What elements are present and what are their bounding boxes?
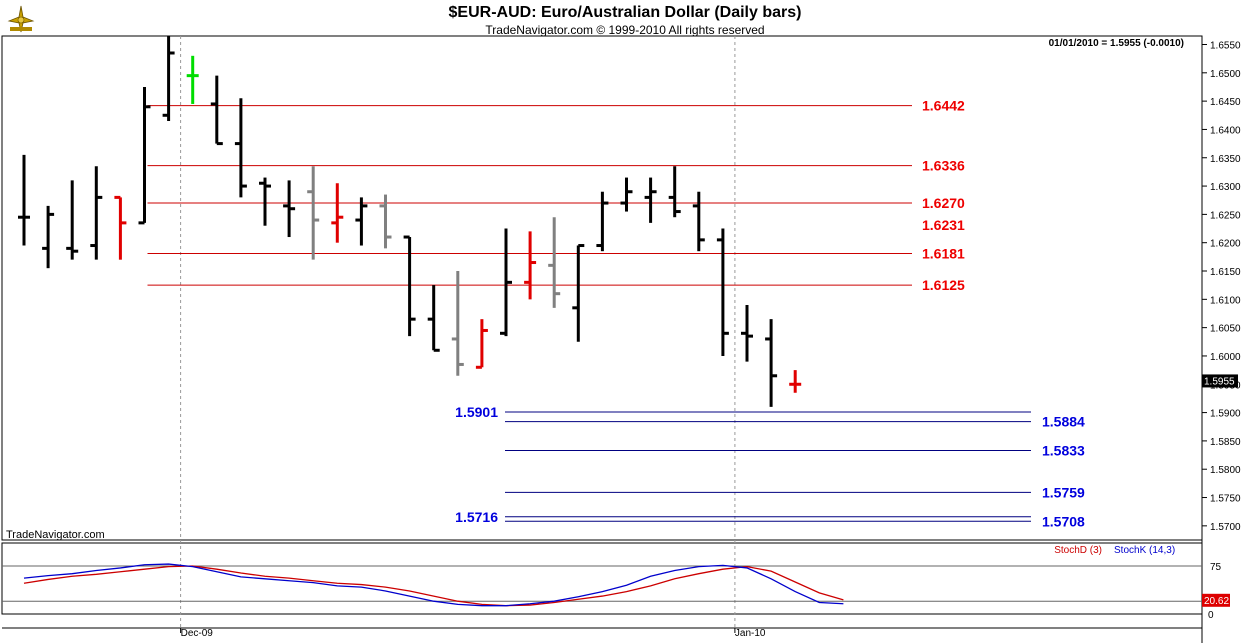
legend-stochD: StochD (3) xyxy=(1054,545,1102,556)
stoch-zero-label: 0 xyxy=(1208,610,1214,621)
y-tick-label: 1.6400 xyxy=(1210,125,1241,136)
ohlc-bar xyxy=(500,228,512,337)
ohlc-bar xyxy=(765,319,778,407)
ohlc-bar xyxy=(403,235,416,337)
y-tick-label: 1.5900 xyxy=(1210,409,1241,420)
resistance-label: 1.6336 xyxy=(922,158,965,174)
y-tick-label: 1.6000 xyxy=(1210,352,1241,363)
support-label: 1.5901 xyxy=(455,404,498,420)
price-readout: 01/01/2010 = 1.5955 (-0.0010) xyxy=(1048,38,1184,49)
last-price-badge xyxy=(1202,374,1238,388)
y-tick-label: 1.5850 xyxy=(1210,437,1241,448)
y-tick-label: 1.6350 xyxy=(1210,154,1241,165)
x-tick-label: Jan-10 xyxy=(735,628,766,639)
y-tick-label: 1.6200 xyxy=(1210,239,1241,250)
y-tick-label: 1.6450 xyxy=(1210,97,1241,108)
ohlc-bar xyxy=(66,180,79,260)
legend-stochK: StochK (14,3) xyxy=(1114,545,1175,556)
ohlc-bar xyxy=(741,304,753,362)
ohlc-bar xyxy=(331,183,344,243)
chart-subtitle: TradeNavigator.com © 1999-2010 All right… xyxy=(485,23,765,37)
y-tick-label: 1.5700 xyxy=(1210,522,1241,533)
y-tick-label: 1.5800 xyxy=(1210,465,1241,476)
stoch-series-line xyxy=(23,563,844,607)
ohlc-bar xyxy=(427,285,440,352)
support-label: 1.5833 xyxy=(1042,443,1085,459)
resistance-label: 1.6270 xyxy=(922,195,965,211)
ohlc-bar xyxy=(162,36,175,121)
ohlc-bar xyxy=(548,217,561,308)
ohlc-bar xyxy=(620,177,633,212)
y-tick-label: 1.6500 xyxy=(1210,69,1241,80)
stoch-last-badge xyxy=(1202,593,1230,607)
ohlc-bar xyxy=(42,205,55,269)
ohlc-bar xyxy=(596,191,609,252)
ohlc-bar xyxy=(789,370,802,393)
trade-navigator-logo-icon xyxy=(5,3,37,35)
y-tick-label: 1.6550 xyxy=(1210,40,1241,51)
y-tick-label: 1.5750 xyxy=(1210,494,1241,505)
support-label: 1.5884 xyxy=(1042,414,1085,430)
watermark-text: TradeNavigator.com xyxy=(6,529,105,541)
ohlc-bar xyxy=(451,271,464,376)
ohlc-bar xyxy=(283,180,296,238)
support-label: 1.5759 xyxy=(1042,484,1085,500)
ohlc-bar xyxy=(355,197,368,246)
x-tick-label: Dec-09 xyxy=(181,628,214,639)
stoch-series-line xyxy=(23,565,844,607)
ohlc-bar xyxy=(186,55,199,104)
y-tick-label: 1.6100 xyxy=(1210,295,1241,306)
price-panel-frame xyxy=(1,35,1203,541)
ohlc-bar xyxy=(668,166,681,218)
ohlc-bar xyxy=(644,177,657,223)
ohlc-bar xyxy=(692,191,705,252)
resistance-label: 1.6231 xyxy=(922,217,965,233)
resistance-label: 1.6181 xyxy=(922,245,965,261)
ohlc-bar xyxy=(114,195,127,260)
resistance-label: 1.6442 xyxy=(922,98,965,114)
support-label: 1.5716 xyxy=(455,509,498,525)
ohlc-bar xyxy=(90,166,103,260)
ohlc-bar xyxy=(572,244,585,342)
stoch-last-label: 20.62 xyxy=(1204,596,1229,607)
ohlc-bar xyxy=(716,228,729,356)
ohlc-bar xyxy=(18,154,30,246)
y-tick-label: 1.6250 xyxy=(1210,210,1241,221)
support-label: 1.5708 xyxy=(1042,513,1085,529)
y-tick-label: 1.6050 xyxy=(1210,324,1241,335)
ohlc-bar xyxy=(307,166,320,260)
ohlc-bar xyxy=(210,75,223,146)
ohlc-bar xyxy=(379,194,392,249)
ohlc-bar xyxy=(234,98,247,198)
last-price-label: 1.5955 xyxy=(1204,376,1235,387)
stoch-y-tick-label: 75 xyxy=(1210,562,1222,573)
ohlc-bar xyxy=(259,177,271,226)
ohlc-bar xyxy=(475,319,488,369)
chart-title: $EUR-AUD: Euro/Australian Dollar (Daily … xyxy=(448,4,802,21)
resistance-label: 1.6125 xyxy=(922,277,965,293)
ohlc-bar xyxy=(524,231,537,300)
y-tick-label: 1.6150 xyxy=(1210,267,1241,278)
stoch-panel-frame xyxy=(1,542,1203,615)
y-tick-label: 1.6300 xyxy=(1210,182,1241,193)
ohlc-bar xyxy=(138,86,151,225)
